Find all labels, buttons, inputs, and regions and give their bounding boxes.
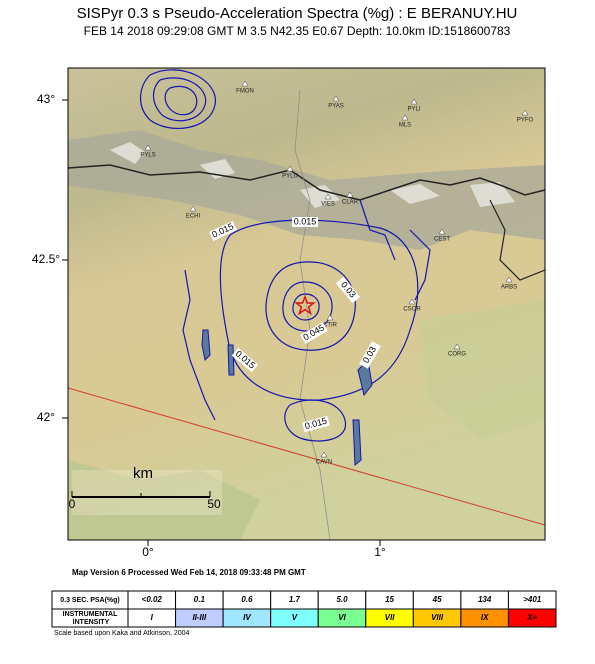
station-marker — [521, 109, 529, 116]
station-marker — [410, 98, 418, 105]
station-label: PYLU — [282, 174, 298, 180]
contour-label-bg — [359, 341, 381, 369]
station-label: CSOR — [403, 307, 421, 313]
legend-intensity: IX — [481, 613, 489, 622]
legend-intensity: II-III — [192, 613, 207, 622]
subtitle: FEB 14 2018 09:29:08 GMT M 3.5 N42.35 E0… — [84, 24, 511, 38]
station-label: CEST — [434, 237, 450, 243]
contour-label: 0.015 — [294, 216, 317, 226]
lat-label: 42.5° — [32, 252, 60, 266]
station-marker — [505, 276, 513, 283]
station-label: CORG — [448, 352, 466, 358]
border — [489, 199, 545, 281]
legend-psa: <0.02 — [142, 595, 163, 604]
station-marker — [144, 144, 152, 151]
credit: Scale based upon Kaka and Atkinson, 2004 — [54, 630, 190, 637]
station-marker — [320, 451, 328, 458]
station-label: VIES — [321, 202, 335, 208]
station-label: PYLS — [140, 153, 155, 159]
legend-psa: 0.1 — [194, 595, 206, 604]
fault — [68, 387, 545, 526]
station-label: CLAR — [342, 200, 359, 206]
station-label: FMON — [236, 89, 254, 95]
station-marker — [189, 205, 197, 212]
contour-label-bg — [302, 415, 330, 433]
title: SISPyr 0.3 s Pseudo-Acceleration Spectra… — [77, 5, 518, 22]
reservoirs — [201, 329, 373, 467]
legend-header: 0.3 SEC. PSA(%g) — [60, 597, 120, 604]
axes: 43° 42.5° 42° 0° 1° — [32, 92, 386, 559]
lowland — [68, 460, 260, 540]
station-marker — [453, 343, 461, 350]
legend-color — [507, 608, 557, 628]
station-label: PYFO — [517, 118, 534, 124]
legend-intensity: V — [292, 613, 298, 622]
legend-psa: 1.7 — [289, 595, 301, 604]
snow — [110, 142, 515, 208]
station-marker — [286, 165, 294, 172]
contours — [140, 69, 431, 442]
stations: FMON PYAS PYLI MLS PYFO PYLS PYLU VIES CLAR ECHI C… — [140, 80, 534, 466]
lon-label: 1° — [374, 545, 386, 559]
station-label: ARBS — [501, 285, 517, 291]
station-label: MLS — [399, 123, 411, 129]
station-label: CTIR — [323, 323, 338, 329]
contour-label-bg — [231, 347, 259, 373]
scale-box — [72, 470, 222, 515]
legend-psa: 5.0 — [336, 595, 348, 604]
scale-label: 0 — [69, 497, 76, 511]
station-marker — [408, 298, 416, 305]
station-marker — [438, 228, 446, 235]
epicenter — [294, 294, 316, 316]
legend-psa: 0.6 — [241, 595, 253, 604]
station-marker — [324, 193, 332, 200]
legend-psa: >401 — [523, 595, 542, 604]
lat-label: 43° — [37, 92, 55, 106]
map-frame — [67, 67, 546, 541]
legend-intensity: I — [151, 613, 154, 622]
lat-label: 42° — [37, 410, 55, 424]
station-marker — [401, 114, 409, 121]
footer: Map Version 6 Processed Wed Feb 14, 2018… — [72, 568, 306, 577]
station-label: ECHI — [186, 214, 201, 220]
legend-intensity: IV — [243, 613, 251, 622]
legend-intensity: VI — [338, 613, 346, 622]
station-label: PYLI — [407, 107, 420, 113]
lowland — [420, 300, 545, 440]
legend-psa: 134 — [478, 595, 492, 604]
legend: 0.3 SEC. PSA(%g) INSTRUMENTAL INTENSITY <0… — [51, 590, 557, 628]
scale-unit: km — [133, 465, 153, 482]
station-marker — [241, 80, 249, 87]
contour-label-bg — [292, 217, 318, 227]
map-area: FMON PYAS PYLI MLS PYFO PYLS PYLU VIES CLAR ECHI C… — [68, 68, 545, 540]
contour-label-bg — [209, 220, 237, 242]
contour-label-bg — [335, 276, 361, 304]
legend-psa: 15 — [385, 595, 394, 604]
station-label: PYAS — [328, 104, 344, 110]
station-marker — [326, 314, 334, 321]
contour-label-bg — [300, 322, 328, 344]
station-label: CAVN — [316, 460, 332, 466]
legend-header: INSTRUMENTAL INTENSITY — [63, 611, 118, 626]
station-marker — [346, 191, 354, 198]
scale-label: 50 — [207, 497, 221, 511]
station-marker — [332, 95, 340, 102]
lon-label: 0° — [142, 545, 154, 559]
legend-intensity: VIII — [431, 613, 444, 622]
legend-intensity: VII — [385, 613, 396, 622]
legend-intensity: X+ — [526, 613, 537, 622]
legend-psa: 45 — [432, 595, 442, 604]
